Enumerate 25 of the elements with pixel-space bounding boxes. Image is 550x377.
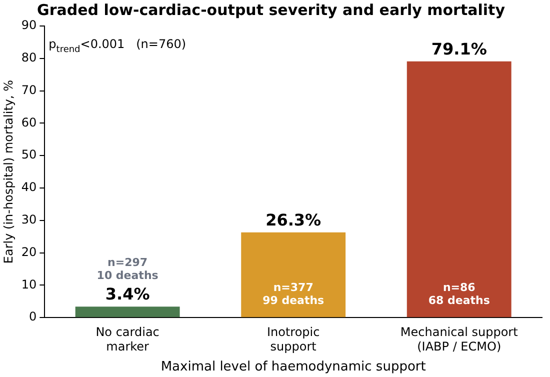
y-tick-label: 20: [21, 244, 37, 259]
y-axis-title: Early (in-hospital) mortality, %: [1, 80, 16, 264]
y-tick-label: 60: [21, 115, 37, 130]
y-tick-label: 50: [21, 148, 37, 162]
y-tick-label: 0: [29, 310, 37, 324]
bar: [75, 306, 180, 318]
y-tick-label: 70: [21, 82, 37, 97]
bar: [241, 232, 346, 318]
y-tick-label: 30: [21, 212, 37, 227]
data-label: 3.4%: [105, 284, 150, 304]
bar: [406, 61, 512, 318]
x-axis-title: Maximal level of haemodynamic support: [160, 360, 426, 375]
y-tick-label: 10: [21, 277, 37, 292]
annotation: n=297 10 deaths: [96, 256, 159, 282]
x-tick-label: No cardiac marker: [96, 324, 160, 354]
x-tick-label: Inotropic support: [266, 324, 320, 354]
annotation: n=86 68 deaths: [428, 280, 490, 307]
chart-title: Graded low-cardiac-output severity and early mortality: [37, 0, 506, 19]
y-tick-label: 40: [21, 180, 37, 194]
x-tick-label: Mechanical support (IABP / ECMO): [400, 324, 518, 354]
y-tick-label: 80: [21, 50, 37, 65]
data-label: 26.3%: [266, 210, 322, 230]
data-label: 79.1%: [431, 39, 487, 58]
y-tick-label: 90: [21, 18, 37, 32]
annotation: n=377 99 deaths: [262, 280, 325, 307]
